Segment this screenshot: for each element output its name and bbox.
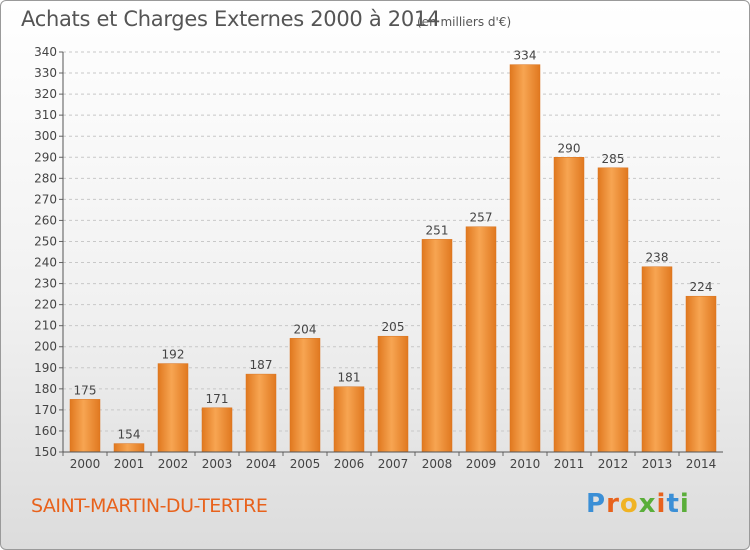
- y-tick-label: 320: [34, 87, 57, 101]
- y-tick-label: 260: [34, 213, 57, 227]
- y-tick-label: 280: [34, 171, 57, 185]
- data-label: 187: [250, 358, 273, 372]
- commune-name: SAINT-MARTIN-DU-TERTRE: [31, 495, 268, 517]
- data-label: 204: [294, 322, 317, 336]
- x-axis-ticks: 2000 2001 2002 2003 2004 2005 2006 2007 2008 2009…: [62, 452, 717, 471]
- y-tick-label: 210: [34, 319, 57, 333]
- x-tick-label: 2010: [510, 457, 541, 471]
- data-label: 290: [558, 141, 581, 155]
- proxiti-logo: Proxiti: [586, 489, 690, 519]
- data-label: 171: [206, 392, 229, 406]
- y-tick-label: 330: [34, 66, 57, 80]
- y-tick-label: 250: [34, 234, 57, 248]
- logo-letter: i: [656, 489, 667, 519]
- x-tick-label: 2000: [70, 457, 101, 471]
- y-tick-label: 150: [34, 445, 57, 459]
- y-tick-label: 300: [34, 129, 57, 143]
- x-tick-label: 2006: [334, 457, 365, 471]
- data-label: 205: [382, 320, 405, 334]
- bar-2009: [465, 226, 497, 453]
- y-tick-label: 170: [34, 403, 57, 417]
- bar-2007: [377, 335, 409, 453]
- bar-2006: [333, 386, 365, 453]
- y-axis-ticks: 150 160 170 180 190 200 210 220 230 240 250 260 270 2…: [34, 45, 63, 459]
- bar-2001: [113, 443, 145, 453]
- data-label: 224: [690, 280, 713, 294]
- bar-2010: [509, 64, 541, 453]
- x-tick-label: 2003: [202, 457, 233, 471]
- y-tick-label: 180: [34, 382, 57, 396]
- y-tick-label: 310: [34, 108, 57, 122]
- x-tick-label: 2002: [158, 457, 189, 471]
- logo-letter: i: [679, 489, 690, 519]
- data-label: 257: [470, 211, 493, 225]
- y-tick-label: 340: [34, 45, 57, 59]
- x-tick-label: 2007: [378, 457, 409, 471]
- data-label: 181: [338, 371, 361, 385]
- bar-2003: [201, 407, 233, 453]
- y-tick-label: 240: [34, 256, 57, 270]
- x-tick-label: 2004: [246, 457, 277, 471]
- bar-2004: [245, 373, 277, 453]
- y-tick-label: 200: [34, 340, 57, 354]
- axes: [62, 52, 723, 453]
- x-tick-label: 2011: [554, 457, 585, 471]
- y-tick-label: 160: [34, 424, 57, 438]
- x-tick-label: 2012: [598, 457, 629, 471]
- data-label: 192: [162, 348, 185, 362]
- y-tick-label: 220: [34, 298, 57, 312]
- chart-title: Achats et Charges Externes 2000 à 2014: [21, 7, 441, 31]
- x-tick-label: 2001: [114, 457, 145, 471]
- bar-2008: [421, 239, 453, 453]
- y-tick-label: 290: [34, 150, 57, 164]
- bar-2013: [641, 266, 673, 453]
- logo-letter: t: [666, 489, 680, 519]
- bars: [69, 64, 717, 453]
- x-tick-label: 2008: [422, 457, 453, 471]
- bar-2005: [289, 338, 321, 453]
- y-tick-label: 230: [34, 277, 57, 291]
- x-tick-label: 2005: [290, 457, 321, 471]
- logo-letter: x: [638, 489, 657, 519]
- x-tick-label: 2013: [642, 457, 673, 471]
- logo-letter: o: [619, 489, 639, 519]
- bar-2014: [685, 295, 717, 453]
- data-label: 251: [426, 223, 449, 237]
- chart-unit: (en milliers d'€): [417, 15, 512, 29]
- data-label: 285: [602, 152, 625, 166]
- y-tick-label: 270: [34, 192, 57, 206]
- x-tick-label: 2014: [686, 457, 717, 471]
- bar-2000: [69, 399, 101, 453]
- logo-letter: r: [606, 489, 620, 519]
- data-labels: 175 154 192 171 187 204 181 205 251 257 334 290 285 2…: [74, 49, 713, 442]
- logo-letter: P: [586, 489, 607, 519]
- data-label: 238: [646, 251, 669, 265]
- x-tick-label: 2009: [466, 457, 497, 471]
- bar-2002: [157, 363, 189, 453]
- data-label: 334: [514, 49, 537, 63]
- data-label: 175: [74, 383, 97, 397]
- data-label: 154: [118, 428, 141, 442]
- bar-2011: [553, 157, 585, 453]
- bar-2012: [597, 167, 629, 453]
- y-tick-label: 190: [34, 361, 57, 375]
